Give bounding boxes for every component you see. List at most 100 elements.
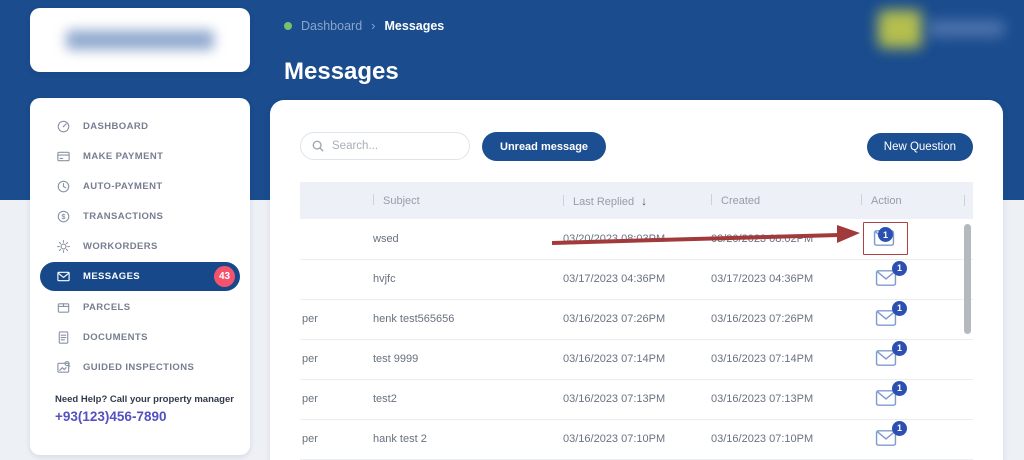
last-replied-cell: 03/17/2023 04:36PM bbox=[555, 259, 703, 300]
avatar bbox=[878, 10, 922, 48]
subject-cell: test 9999 bbox=[365, 339, 555, 380]
column-divider bbox=[373, 194, 374, 205]
sender-cell: per bbox=[300, 339, 365, 380]
col-header-created: Created bbox=[703, 182, 853, 219]
help-block: Need Help? Call your property manager +9… bbox=[30, 382, 250, 424]
credit-card-icon bbox=[56, 149, 71, 164]
created-cell: 03/16/2023 07:14PM bbox=[703, 339, 853, 380]
photo-search-icon bbox=[56, 360, 71, 375]
user-chip-blurred[interactable] bbox=[876, 6, 1006, 50]
open-message-button[interactable]: 1 bbox=[875, 380, 907, 407]
user-name-redacted bbox=[928, 21, 1004, 36]
page-title: Messages bbox=[284, 58, 399, 85]
table-row[interactable]: hvjfc 03/17/2023 04:36PM 03/17/2023 04:3… bbox=[300, 259, 973, 300]
new-question-button[interactable]: New Question bbox=[866, 133, 973, 161]
sidebar-item-label: GUIDED INSPECTIONS bbox=[83, 361, 195, 373]
action-cell: 1 bbox=[853, 339, 973, 380]
dashboard-gauge-icon bbox=[56, 119, 71, 134]
created-cell: 03/16/2023 07:10PM bbox=[703, 419, 853, 460]
document-icon bbox=[56, 330, 71, 345]
sidebar-item-documents[interactable]: DOCUMENTS bbox=[30, 322, 250, 352]
table-header-row: Subject Last Replied ↓ Created Action bbox=[300, 182, 973, 219]
app-logo-card[interactable] bbox=[30, 8, 250, 72]
svg-text:$: $ bbox=[62, 213, 66, 220]
sidebar-item-transactions[interactable]: $ TRANSACTIONS bbox=[30, 201, 250, 231]
unread-count-badge: 1 bbox=[892, 260, 907, 276]
sender-cell: per bbox=[300, 379, 365, 420]
search-input[interactable] bbox=[332, 140, 459, 152]
parcel-box-icon bbox=[56, 300, 71, 315]
unread-count-badge: 1 bbox=[892, 420, 907, 436]
search-box[interactable] bbox=[300, 132, 470, 160]
subject-cell: hank test 2 bbox=[365, 419, 555, 460]
col-header-subject: Subject bbox=[365, 182, 555, 219]
sidebar-item-label: PARCELS bbox=[83, 301, 131, 313]
sidebar-item-guided-inspections[interactable]: GUIDED INSPECTIONS bbox=[30, 352, 250, 382]
sidebar-item-make-payment[interactable]: MAKE PAYMENT bbox=[30, 141, 250, 171]
open-message-button[interactable]: 1 bbox=[875, 300, 907, 327]
subject-cell: hvjfc bbox=[365, 259, 555, 300]
col-header-action: Action bbox=[853, 182, 973, 219]
column-divider bbox=[711, 194, 712, 205]
sort-desc-icon[interactable]: ↓ bbox=[641, 193, 648, 208]
col-header-sender bbox=[300, 182, 365, 219]
messages-count-badge: 43 bbox=[214, 266, 235, 287]
action-cell: 1 bbox=[853, 419, 973, 460]
vertical-scrollbar-thumb[interactable] bbox=[964, 224, 971, 334]
help-phone-link[interactable]: +93(123)456-7890 bbox=[55, 409, 167, 424]
table-row[interactable]: wsed 03/20/2023 08:03PM 03/20/2023 08:02… bbox=[300, 219, 973, 260]
created-cell: 03/16/2023 07:13PM bbox=[703, 379, 853, 420]
breadcrumb-dashboard-link[interactable]: Dashboard bbox=[301, 18, 363, 33]
unread-message-button[interactable]: Unread message bbox=[482, 132, 607, 161]
sidebar-item-label: WORKORDERS bbox=[83, 240, 158, 252]
breadcrumb-separator-icon: › bbox=[371, 18, 376, 33]
created-cell: 03/16/2023 07:26PM bbox=[703, 299, 853, 340]
sidebar-item-label: DASHBOARD bbox=[83, 120, 149, 132]
last-replied-cell: 03/16/2023 07:10PM bbox=[555, 419, 703, 460]
unread-count-badge: 1 bbox=[878, 227, 893, 243]
app-logo-blurred bbox=[66, 30, 214, 50]
sidebar-item-label: DOCUMENTS bbox=[83, 331, 148, 343]
sidebar-item-label: MESSAGES bbox=[83, 271, 141, 282]
column-divider bbox=[861, 194, 862, 205]
sender-cell: per bbox=[300, 299, 365, 340]
sidebar-item-auto-payment[interactable]: AUTO-PAYMENT bbox=[30, 171, 250, 201]
sender-cell: per bbox=[300, 419, 365, 460]
unread-count-badge: 1 bbox=[892, 340, 907, 356]
subject-cell: test2 bbox=[365, 379, 555, 420]
annotation-highlight-box: 1 bbox=[863, 222, 908, 256]
open-message-button[interactable]: 1 bbox=[875, 260, 907, 287]
sidebar-item-dashboard[interactable]: DASHBOARD bbox=[30, 111, 250, 141]
open-message-button[interactable]: 1 bbox=[875, 420, 907, 447]
open-message-button[interactable]: 1 bbox=[875, 340, 907, 367]
unread-count-badge: 1 bbox=[892, 300, 907, 316]
open-message-button[interactable]: 1 bbox=[873, 227, 895, 247]
last-replied-cell: 03/16/2023 07:14PM bbox=[555, 339, 703, 380]
action-cell: 1 bbox=[853, 379, 973, 420]
col-header-last-replied[interactable]: Last Replied ↓ bbox=[555, 182, 703, 219]
table-row[interactable]: per test 9999 03/16/2023 07:14PM 03/16/2… bbox=[300, 339, 973, 380]
messages-panel: Unread message New Question Subject Last… bbox=[270, 100, 1003, 460]
breadcrumb-status-dot bbox=[284, 21, 292, 30]
sidebar-item-label: AUTO-PAYMENT bbox=[83, 180, 163, 192]
messages-table: Subject Last Replied ↓ Created Action wse… bbox=[300, 182, 973, 460]
last-replied-cell: 03/20/2023 08:03PM bbox=[555, 219, 703, 260]
dollar-circle-icon: $ bbox=[56, 209, 71, 224]
subject-cell: wsed bbox=[365, 219, 555, 260]
sidebar-item-messages[interactable]: MESSAGES 43 bbox=[40, 262, 240, 291]
search-icon bbox=[311, 139, 325, 153]
last-replied-cell: 03/16/2023 07:26PM bbox=[555, 299, 703, 340]
last-replied-cell: 03/16/2023 07:13PM bbox=[555, 379, 703, 420]
table-row[interactable]: per hank test 2 03/16/2023 07:10PM 03/16… bbox=[300, 419, 973, 460]
clock-icon bbox=[56, 179, 71, 194]
sidebar-item-workorders[interactable]: WORKORDERS bbox=[30, 231, 250, 261]
sender-cell bbox=[300, 259, 365, 300]
table-row[interactable]: per test2 03/16/2023 07:13PM 03/16/2023 … bbox=[300, 379, 973, 420]
sidebar-item-label: MAKE PAYMENT bbox=[83, 150, 164, 162]
breadcrumb: Dashboard › Messages bbox=[284, 18, 444, 33]
sidebar-item-parcels[interactable]: PARCELS bbox=[30, 292, 250, 322]
envelope-icon bbox=[56, 269, 71, 284]
table-row[interactable]: per henk test565656 03/16/2023 07:26PM 0… bbox=[300, 299, 973, 340]
unread-count-badge: 1 bbox=[892, 380, 907, 396]
